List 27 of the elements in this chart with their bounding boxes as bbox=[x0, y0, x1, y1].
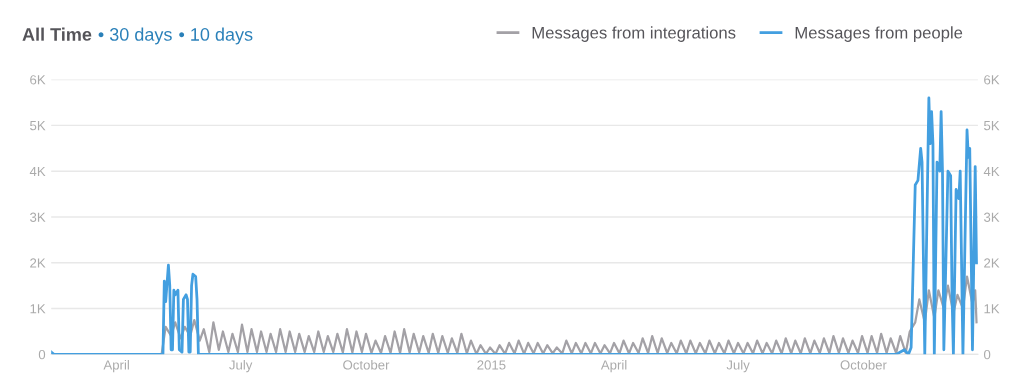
y2-tick-label: 4K bbox=[983, 166, 1000, 176]
y2-tick-label: 5K bbox=[984, 121, 1000, 131]
x-tick-label: 2015 bbox=[477, 360, 506, 370]
y-tick-label: 3K bbox=[30, 212, 46, 222]
legend-label: Messages from people bbox=[795, 26, 963, 42]
y-tick-label: 5K bbox=[30, 121, 46, 131]
y-tick-label: 6K bbox=[30, 75, 46, 85]
line-series bbox=[51, 96, 978, 355]
y-tick-label: 0 bbox=[38, 349, 46, 360]
x-tick-label: October bbox=[343, 359, 390, 370]
chart-title: All Time bbox=[22, 27, 92, 41]
legend-label: Messages from integrations bbox=[532, 26, 736, 42]
x-tick-label: July bbox=[726, 359, 750, 373]
x-tick-label: July bbox=[229, 359, 253, 373]
y2-tick-label: 3K bbox=[983, 212, 1000, 222]
y-tick-label: 1K bbox=[30, 304, 46, 314]
x-tick-label: October bbox=[840, 359, 887, 370]
y2-tick-label: 6K bbox=[984, 75, 1000, 85]
x-tick-label: April bbox=[103, 359, 129, 373]
x-tick-label: April bbox=[600, 359, 627, 373]
y-tick-label: 4K bbox=[29, 166, 46, 176]
y2-tick-label: 0 bbox=[983, 349, 991, 360]
y-tick-label: 2K bbox=[30, 258, 46, 268]
text: • 30 days bbox=[98, 27, 172, 45]
text: • 10 days bbox=[179, 27, 253, 45]
y2-tick-label: 2K bbox=[984, 258, 1000, 268]
y2-tick-label: 1K bbox=[984, 304, 1000, 314]
